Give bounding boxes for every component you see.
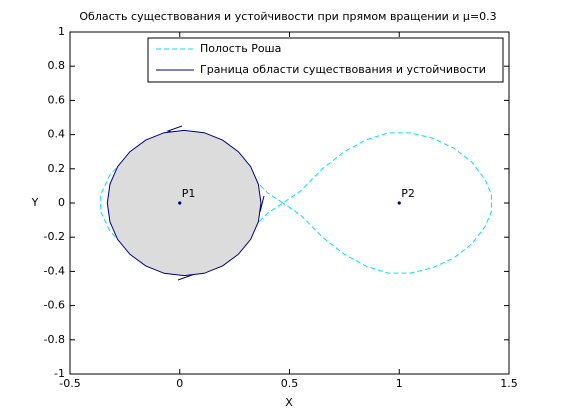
point-label: P1 (182, 187, 196, 200)
point-label: P2 (401, 187, 415, 200)
y-tick-label: -0.8 (44, 333, 65, 346)
y-tick-label: -0.2 (44, 230, 65, 243)
y-tick-label: 0.4 (48, 128, 66, 141)
point (178, 201, 182, 205)
y-tick-label: 1 (58, 25, 65, 38)
legend-box (147, 37, 504, 83)
y-tick-label: -1 (54, 367, 65, 380)
x-tick-label: 1.5 (500, 377, 518, 390)
y-tick-label: 0.8 (48, 59, 66, 72)
y-tick-label: 0 (58, 196, 65, 209)
legend-label: Полость Роша (200, 42, 281, 55)
x-tick-label: 1 (396, 377, 403, 390)
legend-label: Граница области существования и устойчив… (200, 63, 486, 76)
x-tick-label: 0.5 (281, 377, 299, 390)
y-tick-label: 0.6 (48, 93, 66, 106)
y-tick-label: -0.4 (44, 264, 65, 277)
y-axis-label: Y (31, 196, 39, 209)
chart-title: Область существования и устойчивости при… (79, 10, 496, 23)
y-tick-label: -0.6 (44, 299, 65, 312)
point (397, 201, 401, 205)
x-tick-label: 0 (176, 377, 183, 390)
series-line (106, 129, 262, 277)
y-tick-label: 0.2 (48, 162, 66, 175)
x-axis-label: X (285, 396, 293, 409)
x-tick-label: -0.5 (59, 377, 80, 390)
